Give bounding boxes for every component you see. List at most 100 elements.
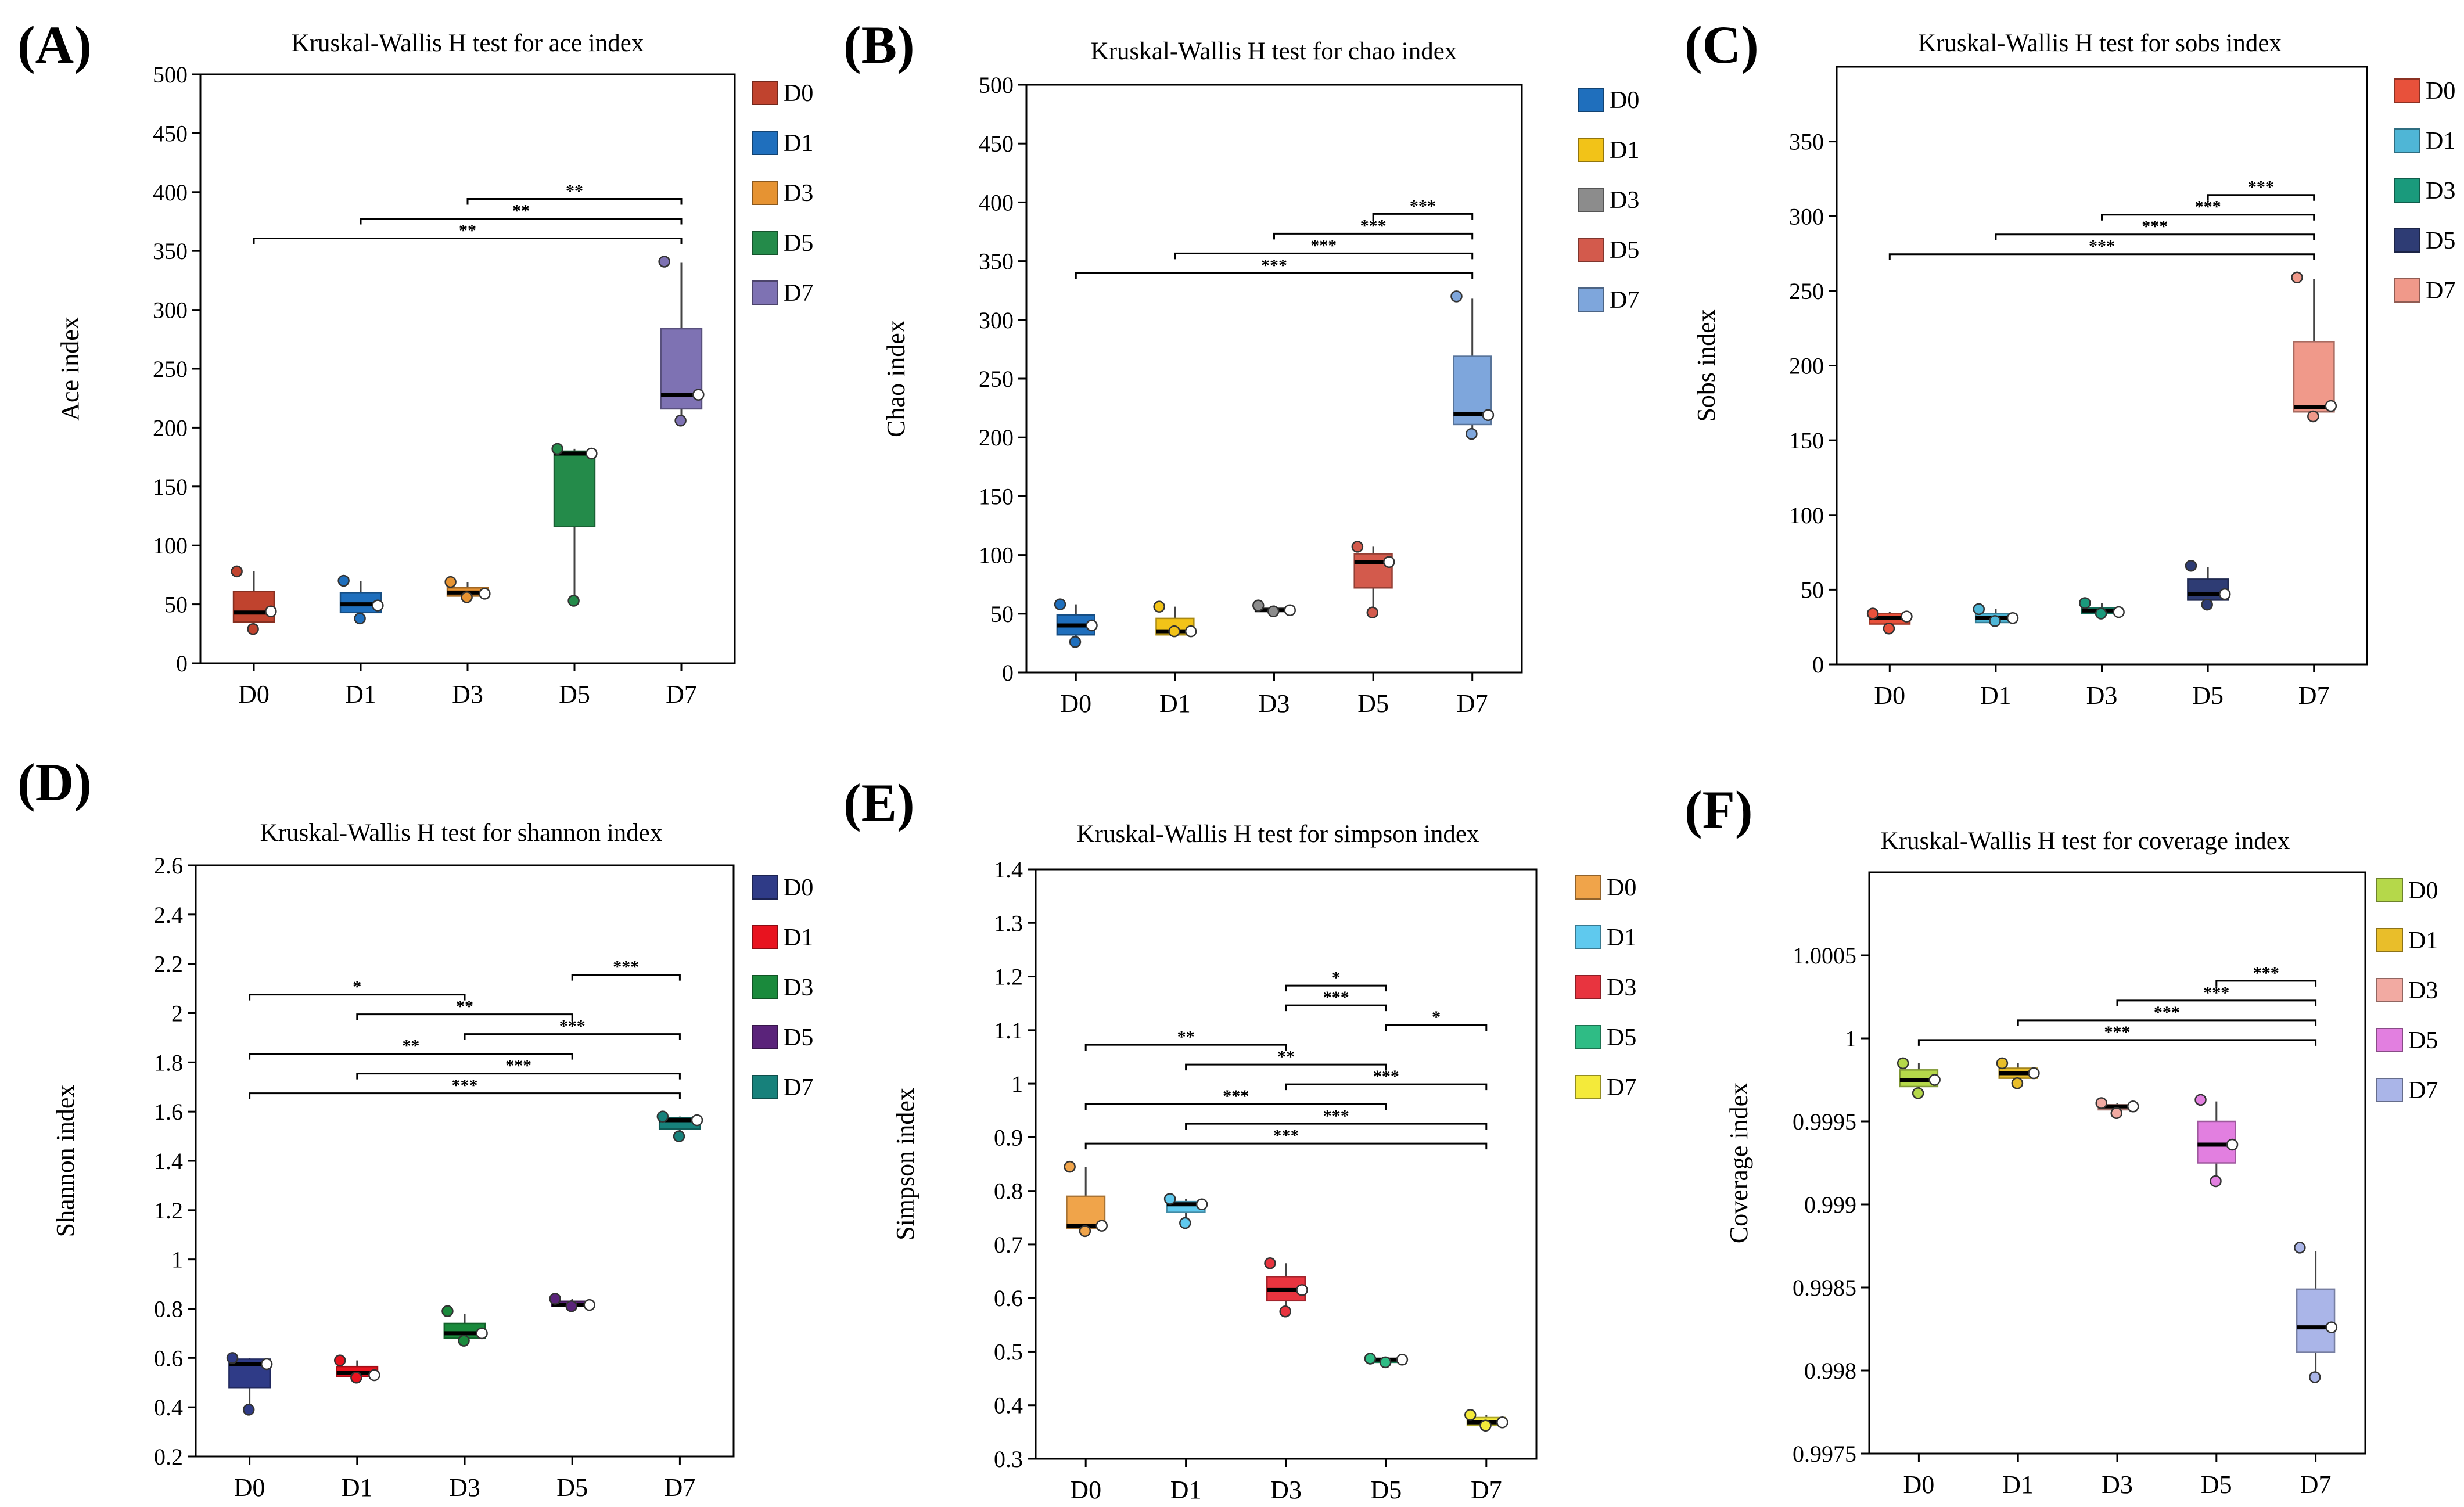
- legend-label: D7: [784, 280, 813, 307]
- legend-label: D0: [2408, 877, 2438, 904]
- y-tick-label: 500: [979, 72, 1014, 98]
- box-body: [553, 450, 596, 528]
- significance-bracket: ***: [2207, 178, 2315, 201]
- legend-item-d0: D0: [752, 875, 813, 901]
- data-point: [1383, 556, 1395, 568]
- legend-swatch: [1575, 875, 1601, 900]
- significance-label: ***: [613, 958, 639, 977]
- bracket-line: [1084, 1142, 1488, 1150]
- x-tick-label: D0: [238, 680, 270, 708]
- legend-item-d3: D3: [1578, 187, 1639, 214]
- box-d0: [226, 1352, 273, 1416]
- significance-label: *: [353, 977, 361, 997]
- box-d1: [1163, 1193, 1208, 1229]
- x-tick-label: D5: [1371, 1476, 1402, 1504]
- bracket-line: [1174, 252, 1474, 260]
- legend-swatch: [2376, 878, 2403, 902]
- data-point: [1973, 603, 1985, 616]
- legend-item-d7: D7: [752, 1074, 813, 1101]
- x-tick-label: D1: [1159, 689, 1191, 718]
- legend-label: D7: [1610, 287, 1639, 314]
- data-point: [1479, 1419, 1492, 1432]
- y-tick-label: 1.2: [154, 1197, 183, 1224]
- y-tick-label: 0.9975: [1793, 1441, 1856, 1467]
- y-tick-label: 0.8: [994, 1178, 1023, 1204]
- legend-label: D0: [2426, 78, 2455, 105]
- legend-label: D1: [2426, 128, 2455, 154]
- significance-bracket: ***: [1995, 217, 2315, 240]
- significance-label: ***: [1273, 1126, 1299, 1145]
- legend-item-d0: D0: [1575, 875, 1636, 901]
- bracket-line: [1285, 1083, 1488, 1091]
- legend-swatch: [2394, 78, 2420, 103]
- data-point: [2226, 1138, 2239, 1151]
- legend-item-d5: D5: [1575, 1024, 1636, 1051]
- x-tick-label: D5: [2201, 1470, 2232, 1499]
- box-d5: [551, 443, 598, 607]
- significance-label: ***: [1323, 988, 1349, 1007]
- y-tick-label: 2.6: [154, 853, 183, 879]
- data-point: [333, 1354, 346, 1366]
- data-point: [1396, 1354, 1409, 1366]
- significance-bracket: *: [249, 977, 466, 1001]
- significance-label: ***: [505, 1056, 531, 1076]
- data-point: [441, 1305, 454, 1317]
- y-tick-label: 2.4: [154, 902, 183, 928]
- y-tick-label: 300: [1789, 203, 1824, 229]
- panel-f: (F) Kruskal-Wallis H test for coverage in…: [1684, 780, 2438, 1499]
- legend-item-d0: D0: [1578, 87, 1639, 114]
- legend-label: D0: [784, 80, 813, 107]
- y-tick-label: 200: [153, 415, 188, 441]
- box-d1: [333, 1354, 380, 1384]
- bracket-line: [2101, 214, 2315, 221]
- panel-label: (E): [843, 773, 915, 832]
- plot-frame: [195, 864, 735, 1458]
- box-d5: [1351, 541, 1395, 619]
- data-point: [1079, 1225, 1091, 1238]
- data-point: [1379, 1356, 1392, 1369]
- y-tick-label: 1.0005: [1793, 943, 1856, 969]
- significance-label: ***: [452, 1076, 478, 1095]
- y-tick-label: 1: [1845, 1026, 1856, 1052]
- data-point: [1064, 1160, 1076, 1173]
- y-tick-label: 0.7: [994, 1232, 1023, 1258]
- y-tick-label: 1: [171, 1247, 183, 1273]
- bracket-line: [356, 1073, 681, 1080]
- data-point: [656, 1110, 669, 1123]
- y-tick-label: 0.9985: [1793, 1275, 1856, 1301]
- y-tick-label: 2: [171, 1001, 183, 1027]
- significance-label: ***: [2089, 237, 2115, 256]
- legend-item-d0: D0: [2394, 78, 2455, 105]
- bracket-line: [1273, 232, 1474, 240]
- significance-bracket: **: [249, 1037, 573, 1060]
- x-tick-label: D3: [2102, 1470, 2133, 1499]
- data-point: [1252, 599, 1265, 612]
- significance-bracket: ***: [249, 1076, 681, 1099]
- bracket-line: [1084, 1044, 1287, 1051]
- bracket-line: [249, 1053, 573, 1060]
- legend-label: D5: [1610, 237, 1639, 264]
- data-point: [549, 1293, 561, 1305]
- data-point: [354, 612, 366, 625]
- significance-bracket: ***: [1372, 196, 1474, 220]
- legend-label: D7: [1607, 1074, 1636, 1101]
- significance-label: *: [1432, 1008, 1441, 1027]
- legend-item-d5: D5: [1578, 237, 1639, 264]
- y-tick-label: 0.4: [994, 1393, 1023, 1419]
- y-tick-label: 300: [153, 297, 188, 323]
- data-point: [458, 1335, 470, 1347]
- data-point: [476, 1327, 488, 1340]
- data-point: [1912, 1087, 1924, 1099]
- data-point: [1284, 604, 1296, 616]
- y-tick-label: 250: [979, 366, 1014, 392]
- x-tick-label: D3: [1270, 1476, 1302, 1504]
- x-tick-label: D7: [665, 1473, 696, 1502]
- y-tick-label: 100: [979, 542, 1014, 569]
- legend-item-d7: D7: [2394, 278, 2455, 304]
- x-tick-label: D3: [2086, 681, 2118, 710]
- data-point: [2218, 588, 2231, 600]
- data-point: [673, 1130, 685, 1142]
- box-d1: [1973, 603, 2019, 627]
- data-point: [226, 1352, 239, 1364]
